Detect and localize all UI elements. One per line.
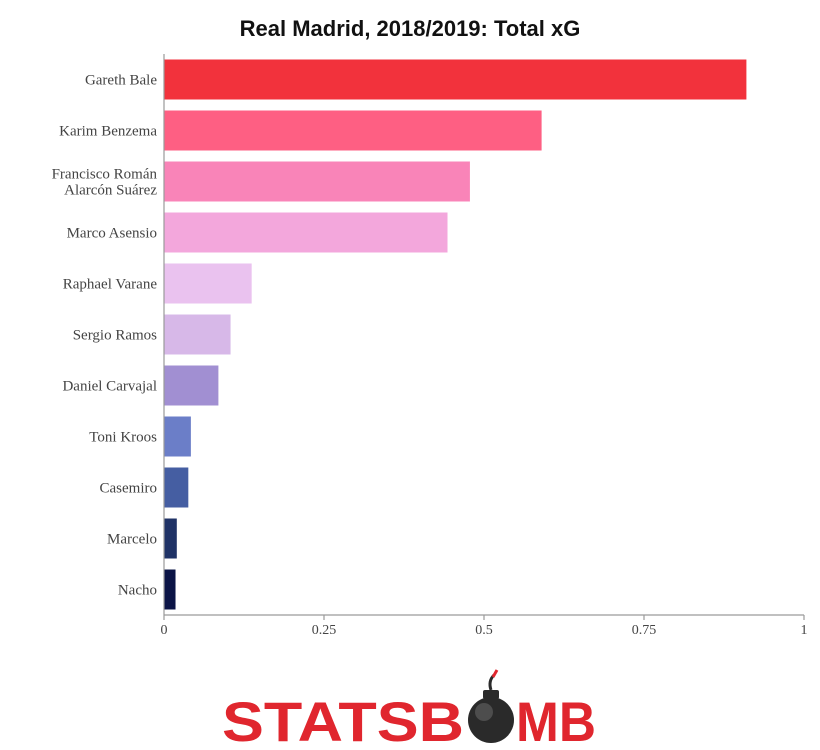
bar <box>164 416 191 457</box>
bar <box>164 59 747 100</box>
category-label: Karim Benzema <box>59 124 157 140</box>
bar <box>164 518 177 559</box>
x-tick-label: 1 <box>801 623 808 638</box>
statsbomb-logo: STATSB MB <box>222 669 596 750</box>
category-label: Nacho <box>118 583 157 599</box>
category-label: Casemiro <box>100 481 158 497</box>
bar <box>164 110 542 151</box>
category-label: Raphael Varane <box>63 277 158 293</box>
category-label: Marcelo <box>107 532 157 548</box>
x-tick-label: 0 <box>161 623 168 638</box>
category-label: Toni Kroos <box>89 430 157 446</box>
logo-text-left: STATSB <box>222 690 464 750</box>
bars-group <box>164 59 747 610</box>
x-axis: 0 0.25 0.5 0.75 1 <box>161 614 808 638</box>
category-label: Daniel Carvajal <box>62 379 157 395</box>
category-label: Sergio Ramos <box>73 328 157 344</box>
x-tick-label: 0.25 <box>312 623 337 638</box>
chart-title: Real Madrid, 2018/2019: Total xG <box>240 16 581 41</box>
bar <box>164 161 470 202</box>
bar <box>164 314 231 355</box>
bar <box>164 263 252 304</box>
bomb-icon <box>468 669 514 743</box>
category-label: Marco Asensio <box>67 226 157 242</box>
logo-text-right: MB <box>516 690 596 750</box>
bar <box>164 365 219 406</box>
category-label: Gareth Bale <box>85 73 157 89</box>
category-labels: Gareth Bale Karim Benzema Francisco Román A… <box>52 73 158 599</box>
bar <box>164 467 189 508</box>
category-label: Francisco Román Alarcón Suárez <box>52 167 158 199</box>
x-tick-label: 0.75 <box>632 623 657 638</box>
bar <box>164 569 176 610</box>
x-tick-label: 0.5 <box>475 623 493 638</box>
bar <box>164 212 448 253</box>
